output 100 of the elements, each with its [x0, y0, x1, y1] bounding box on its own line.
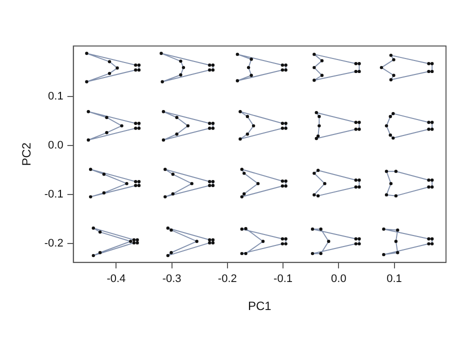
- y-tick-label: 0.1: [48, 90, 64, 102]
- point: [310, 252, 314, 256]
- point: [238, 137, 242, 141]
- point: [88, 168, 92, 171]
- point: [388, 114, 392, 118]
- point: [384, 170, 388, 173]
- y-axis-title: PC2: [20, 142, 34, 166]
- point: [284, 184, 288, 188]
- point: [246, 132, 250, 136]
- point: [427, 128, 430, 131]
- point: [316, 194, 320, 198]
- point: [323, 182, 326, 186]
- point: [246, 66, 250, 70]
- x-tick-label: -0.4: [106, 273, 126, 286]
- point: [244, 227, 248, 230]
- point: [171, 192, 175, 196]
- point: [389, 54, 393, 57]
- point: [134, 184, 138, 188]
- point: [86, 138, 90, 142]
- point: [318, 114, 321, 118]
- point: [208, 126, 212, 130]
- point: [137, 122, 141, 125]
- point: [354, 120, 358, 124]
- point: [211, 241, 215, 244]
- point: [312, 172, 316, 175]
- point: [92, 226, 95, 230]
- point: [280, 122, 284, 125]
- point: [392, 58, 396, 62]
- point: [186, 124, 190, 128]
- point: [244, 252, 248, 256]
- point: [354, 185, 358, 189]
- point: [312, 78, 316, 82]
- point: [382, 228, 386, 231]
- point: [208, 180, 212, 184]
- point: [136, 241, 139, 244]
- point: [182, 66, 186, 70]
- point: [164, 168, 167, 171]
- point: [284, 242, 288, 246]
- point: [88, 195, 92, 198]
- point: [430, 62, 434, 66]
- point: [284, 63, 288, 67]
- point: [250, 74, 253, 77]
- point: [252, 124, 256, 128]
- point: [211, 68, 215, 72]
- point: [170, 251, 173, 254]
- point: [320, 74, 324, 77]
- point: [284, 122, 288, 125]
- point: [137, 68, 141, 72]
- point: [358, 70, 361, 74]
- point: [98, 230, 102, 234]
- point: [134, 68, 138, 72]
- point: [320, 59, 324, 62]
- point: [427, 178, 430, 182]
- point: [85, 80, 88, 84]
- point: [354, 128, 358, 131]
- point: [179, 73, 182, 76]
- point: [102, 172, 106, 176]
- point: [240, 228, 244, 231]
- point: [242, 192, 246, 196]
- point: [358, 62, 361, 66]
- point: [319, 228, 322, 231]
- point: [318, 124, 321, 128]
- point: [129, 240, 132, 243]
- point: [170, 228, 173, 232]
- point: [314, 110, 318, 114]
- point: [211, 238, 215, 242]
- point: [384, 193, 388, 196]
- point: [384, 124, 388, 128]
- point: [108, 60, 112, 64]
- point: [160, 52, 163, 55]
- point: [358, 120, 361, 124]
- point: [316, 168, 320, 172]
- point: [162, 138, 166, 142]
- point: [211, 180, 215, 184]
- point: [430, 128, 434, 131]
- point: [427, 237, 430, 240]
- point: [208, 184, 212, 188]
- point: [392, 112, 395, 116]
- point: [388, 134, 392, 137]
- point: [134, 63, 138, 67]
- point: [314, 136, 318, 140]
- point: [358, 185, 361, 189]
- point: [137, 126, 141, 130]
- point: [354, 62, 358, 66]
- point: [102, 191, 106, 194]
- point: [430, 185, 434, 189]
- point: [284, 126, 288, 130]
- point: [208, 122, 212, 125]
- point: [236, 79, 240, 82]
- point: [358, 242, 361, 246]
- point: [394, 240, 398, 243]
- point: [382, 252, 386, 256]
- point: [98, 251, 102, 254]
- point: [354, 242, 358, 246]
- point: [208, 241, 212, 244]
- point: [179, 60, 182, 63]
- point: [246, 114, 250, 118]
- point: [396, 251, 400, 254]
- point: [427, 62, 430, 66]
- point: [392, 74, 396, 77]
